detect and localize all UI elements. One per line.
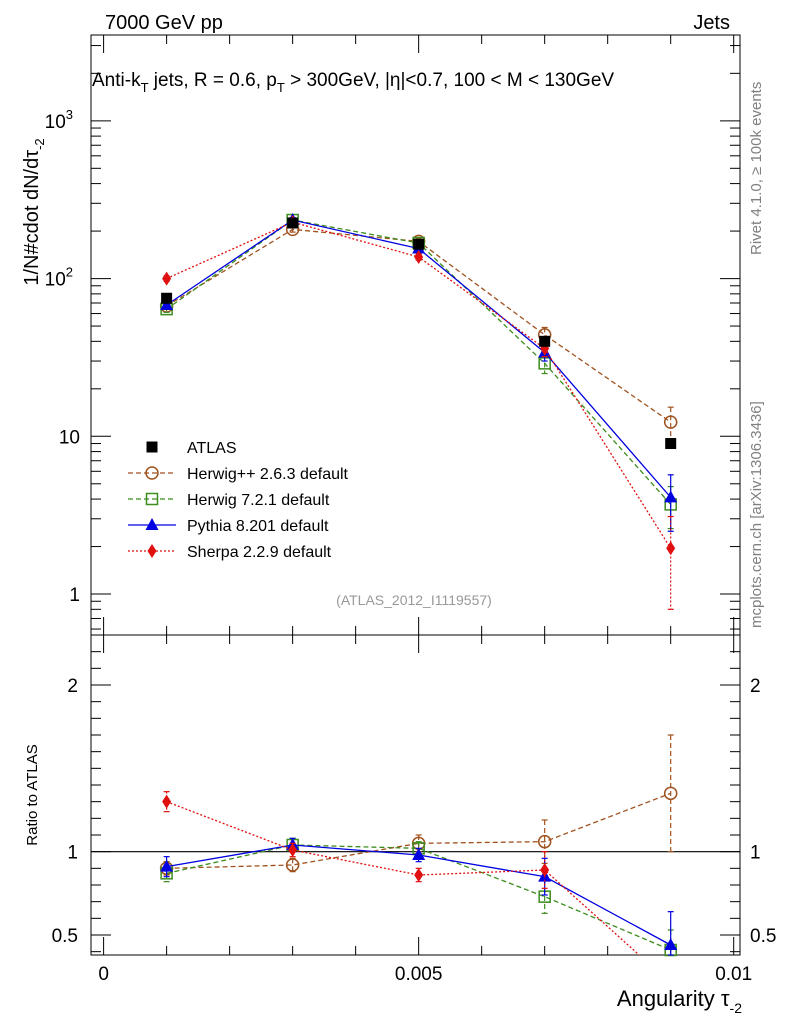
data-point	[287, 217, 299, 229]
ratio-point	[414, 868, 424, 882]
ratio-series-sherpa-2-2-9-default	[162, 791, 641, 955]
header-energy-label: 7000 GeV pp	[105, 12, 223, 34]
ratio-y-axis-label: Ratio to ATLAS	[24, 744, 41, 845]
data-point	[663, 415, 678, 429]
series-atlas	[161, 217, 677, 450]
ratio-line	[166, 844, 671, 951]
x-tick-label: 0.005	[395, 964, 443, 985]
legend: ATLAS Herwig++ 2.6.3 default Herwig 7.2.1 …	[128, 440, 349, 561]
ratio-point	[663, 786, 678, 801]
ratio-line	[166, 801, 641, 955]
ratio-y-tick-label-left: 1	[67, 843, 78, 864]
main-y-axis-label: 1/N#cdot dN/dτ-2	[21, 138, 47, 285]
x-tick-label: 0.01	[715, 964, 752, 985]
x-axis-label: Angularity τ-2	[617, 986, 742, 1016]
ratio-point	[412, 848, 426, 860]
main-series-layer	[159, 213, 678, 610]
ratio-y-tick-label-left: 2	[67, 676, 78, 697]
ratio-point	[162, 794, 172, 809]
main-y-tick-label: 102	[45, 265, 73, 291]
ratio-y-tick-label-left: 0.5	[52, 926, 78, 947]
ratio-series-layer	[159, 734, 678, 957]
ratio-y-tick-label-right: 1	[750, 843, 761, 864]
data-point	[664, 490, 678, 503]
legend-marker	[147, 544, 157, 558]
legend-item: ATLAS	[146, 440, 237, 457]
legend-marker	[146, 441, 158, 453]
legend-label: Herwig 7.2.1 default	[187, 492, 330, 509]
ratio-point	[537, 834, 552, 849]
legend-marker	[145, 518, 159, 530]
ratio-line	[166, 792, 671, 869]
legend-item: Herwig 7.2.1 default	[128, 492, 330, 509]
legend-marker	[145, 492, 159, 506]
legend-label: ATLAS	[187, 440, 237, 457]
ratio-point	[288, 843, 298, 857]
legend-marker	[145, 466, 159, 480]
main-y-tick-label: 1	[69, 585, 80, 606]
ratio-plot-frame	[90, 634, 741, 956]
data-point	[665, 438, 677, 450]
data-point	[413, 238, 425, 250]
legend-label: Herwig++ 2.6.3 default	[187, 466, 349, 483]
mcplots-source-label: mcplots.cern.ch [arXiv:1306.3436]	[748, 401, 765, 628]
legend-label: Pythia 8.201 default	[187, 518, 329, 535]
axes-layer: 0 0.005 0.01 1 10 102 103 0.5 0.5 1 1 2 2	[45, 35, 776, 985]
rivet-version-label: Rivet 4.1.0, ≥ 100k events	[748, 82, 765, 255]
legend-item: Herwig++ 2.6.3 default	[128, 466, 349, 483]
ratio-point	[285, 858, 300, 872]
header-category-label: Jets	[693, 12, 730, 34]
legend-label: Sherpa 2.2.9 default	[187, 544, 332, 561]
x-tick-label: 0	[98, 964, 109, 985]
ratio-point	[540, 863, 550, 877]
ratio-y-tick-label-right: 2	[750, 676, 761, 697]
data-point	[414, 249, 424, 264]
ratio-point	[160, 859, 174, 872]
legend-item: Pythia 8.201 default	[128, 518, 329, 535]
main-y-tick-label: 10	[59, 427, 80, 448]
main-y-tick-label: 103	[45, 107, 73, 133]
data-point	[160, 297, 174, 310]
data-point	[162, 271, 172, 286]
data-point	[666, 541, 676, 556]
data-point	[161, 292, 173, 304]
analysis-id-watermark: (ATLAS_2012_I1119557)	[336, 592, 492, 608]
data-point	[539, 335, 551, 347]
ratio-y-tick-label-right: 0.5	[750, 926, 776, 947]
ratio-point	[664, 938, 678, 950]
legend-item: Sherpa 2.2.9 default	[128, 544, 332, 561]
plot-title: Anti-kT jets, R = 0.6, pT > 300GeV, |η|<…	[92, 70, 614, 95]
